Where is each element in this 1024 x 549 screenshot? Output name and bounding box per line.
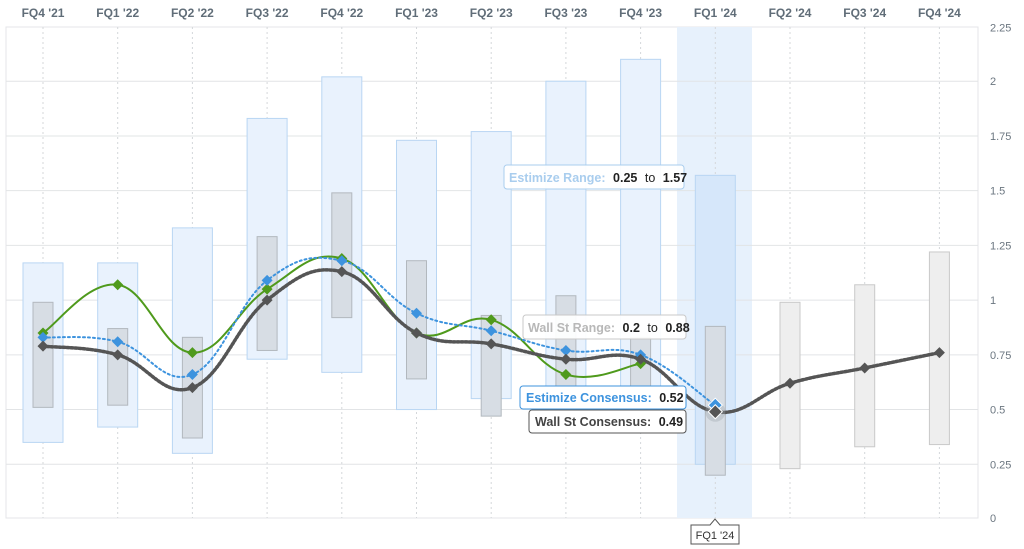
series-points: [37, 253, 945, 422]
actual-data-point: [261, 283, 273, 295]
y-tick-label: 1.5: [990, 186, 1005, 198]
y-tick-label: 0: [990, 513, 996, 525]
estimize-consensus-tooltip: Estimize Consensus: 0.52: [519, 385, 687, 410]
y-tick-label: 0.5: [990, 405, 1005, 417]
wallst-data-point: [411, 327, 422, 339]
x-tick-label: FQ4 '22: [320, 6, 363, 20]
x-tick-label: FQ4 '23: [619, 6, 662, 20]
wallst-range-high: 0.88: [665, 321, 689, 335]
x-crosshair-label-box: [690, 518, 740, 545]
x-tick-label: FQ4 '24: [918, 6, 961, 20]
wallst-data-point: [784, 377, 796, 389]
actual-data-point: [112, 279, 124, 291]
wallst-data-point: [560, 353, 572, 365]
wallst-range-sep: to: [647, 321, 657, 335]
x-tick-label: FQ4 '21: [22, 6, 65, 20]
estimize-range-high: 1.57: [663, 171, 687, 185]
actual-data-point: [186, 347, 198, 359]
wallst-data-point: [336, 266, 348, 278]
x-tick-label: FQ1 '22: [96, 6, 139, 20]
y-tick-label: 0.75: [990, 350, 1011, 362]
x-tick-label: FQ2 '24: [769, 6, 812, 20]
estimize-consensus-label: Estimize Consensus:: [526, 391, 652, 405]
x-tick-label: FQ1 '24: [694, 6, 737, 20]
estimize-consensus-tooltip-box: [519, 385, 687, 410]
wallst-consensus-tooltip: Wall St Consensus: 0.49: [528, 409, 687, 434]
y-tick-label: 2: [990, 76, 996, 88]
y-axis-ticks: 0 0.25 0.5 0.75 1 1.25 1.5 1.75 2 2.25: [990, 23, 1011, 526]
x-tick-label: FQ2 '23: [470, 6, 513, 20]
wallst-range-bar: [107, 328, 129, 406]
wallst-consensus-value: 0.49: [659, 415, 683, 429]
wallst-range-tooltip-box: [522, 314, 687, 340]
y-tick-label: 0.25: [990, 459, 1011, 471]
svg-text:Wall St Range: 0.2: Wall St Range: 0.2 to 0.88: [528, 321, 690, 335]
x-tick-label: FQ3 '22: [246, 6, 289, 20]
wallst-range-bar: [32, 301, 54, 408]
wallst-data-point: [635, 353, 647, 365]
wallst-consensus-tooltip-box: [528, 409, 687, 434]
estimize-data-point: [485, 325, 497, 337]
wallst-data-point: [707, 404, 724, 420]
y-tick-label: 1.25: [990, 240, 1011, 252]
wallst-data-point: [186, 382, 198, 394]
actual-data-point: [560, 369, 572, 381]
x-tick-label: FQ3 '23: [544, 6, 587, 20]
estimize-consensus-value: 0.52: [659, 391, 683, 405]
x-tick-label: FQ1 '23: [395, 6, 438, 20]
x-tick-label: FQ3 '24: [843, 6, 886, 20]
wallst-consensus-label: Wall St Consensus:: [535, 415, 651, 429]
estimize-data-point: [112, 336, 124, 348]
svg-text:Wall St Consensus: 0.49: Wall St Consensus: 0.49: [535, 415, 683, 429]
estimize-data-point: [37, 331, 49, 343]
estimize-range-label: Estimize Range:: [509, 171, 606, 185]
estimize-data-point: [560, 344, 572, 356]
wallst-data-point: [261, 294, 273, 306]
wallst-range-label: Wall St Range:: [528, 321, 615, 335]
wallst-data-point: [933, 347, 945, 359]
y-tick-label: 2.25: [990, 23, 1011, 35]
actual-data-point: [485, 314, 497, 326]
estimize-data-point: [261, 274, 273, 286]
estimize-data-point: [411, 307, 422, 319]
x-crosshair-label: FQ1 '24: [690, 518, 740, 545]
wallst-data-point: [112, 349, 124, 361]
y-tick-label: 1: [990, 295, 996, 307]
x-tick-label: FQ2 '22: [171, 6, 214, 20]
estimize-range-low: 0.25: [613, 171, 637, 185]
estimize-range-tooltip: Estimize Range: 0.25 to 1.57: [503, 164, 687, 190]
wallst-range-low: 0.2: [623, 321, 640, 335]
wallst-data-point: [485, 338, 497, 350]
estimize-range-tooltip-box: [503, 164, 685, 190]
wallst-range-bar: [406, 260, 427, 380]
svg-text:Estimize Range: 0.25: Estimize Range: 0.25 to 1.57: [509, 171, 687, 185]
estimize-range-sep: to: [645, 171, 655, 185]
y-tick-label: 1.75: [990, 131, 1011, 143]
estimize-data-point: [186, 369, 198, 381]
wallst-data-point: [859, 362, 871, 374]
wallst-data-point: [37, 340, 49, 352]
estimize-series-line: [42, 256, 717, 407]
svg-text:Estimize Consensus: 0.52: Estimize Consensus: 0.52: [526, 391, 684, 405]
estimize-data-point: [336, 255, 348, 267]
x-crosshair-label-text: FQ1 '24: [696, 530, 735, 542]
x-axis-ticks: FQ4 '21 FQ1 '22 FQ2 '22 FQ3 '22 FQ4 '22 FQ1 '…: [22, 6, 962, 20]
wallst-range-tooltip: Wall St Range: 0.2 to 0.88: [522, 314, 690, 340]
